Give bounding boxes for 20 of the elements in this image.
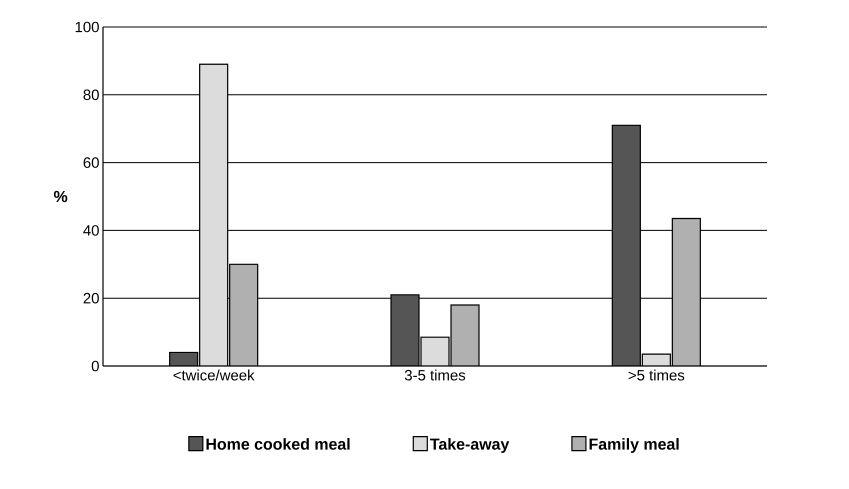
bar [391, 294, 419, 366]
y-tick-label: 20 [84, 292, 99, 304]
x-tick-label: 3-5 times [404, 370, 466, 380]
bar [421, 337, 450, 366]
y-axis-title: % [54, 190, 68, 202]
y-tick-label: 0 [92, 360, 99, 372]
bar [200, 64, 228, 366]
y-tick-label: 80 [84, 90, 99, 100]
bar [672, 218, 701, 366]
bar [612, 124, 641, 366]
x-tick-label: <twice/week [173, 370, 255, 380]
bar [451, 304, 480, 366]
legend-label: Home cooked meal [206, 438, 350, 450]
y-tick-label: 40 [83, 225, 99, 236]
y-tick-label: 60 [84, 157, 99, 168]
y-tick-label: 100 [76, 22, 99, 32]
bar [230, 264, 258, 366]
legend-label: Family meal [590, 438, 679, 453]
x-tick-label: >5 times [628, 370, 684, 380]
legend-label: Take-away [430, 438, 510, 453]
